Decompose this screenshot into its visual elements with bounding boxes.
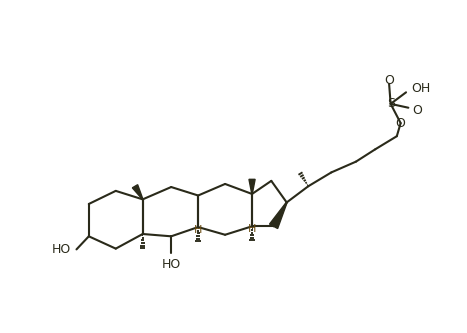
Text: O: O bbox=[396, 117, 406, 130]
Text: O: O bbox=[412, 104, 422, 117]
Text: O: O bbox=[384, 74, 394, 87]
Polygon shape bbox=[269, 202, 287, 228]
Text: H: H bbox=[248, 224, 256, 234]
Text: S: S bbox=[387, 97, 395, 110]
Text: H: H bbox=[194, 225, 202, 235]
Polygon shape bbox=[132, 185, 143, 199]
Text: HO: HO bbox=[52, 243, 71, 256]
Text: HO: HO bbox=[162, 258, 181, 271]
Polygon shape bbox=[249, 179, 255, 194]
Text: OH: OH bbox=[411, 82, 431, 95]
